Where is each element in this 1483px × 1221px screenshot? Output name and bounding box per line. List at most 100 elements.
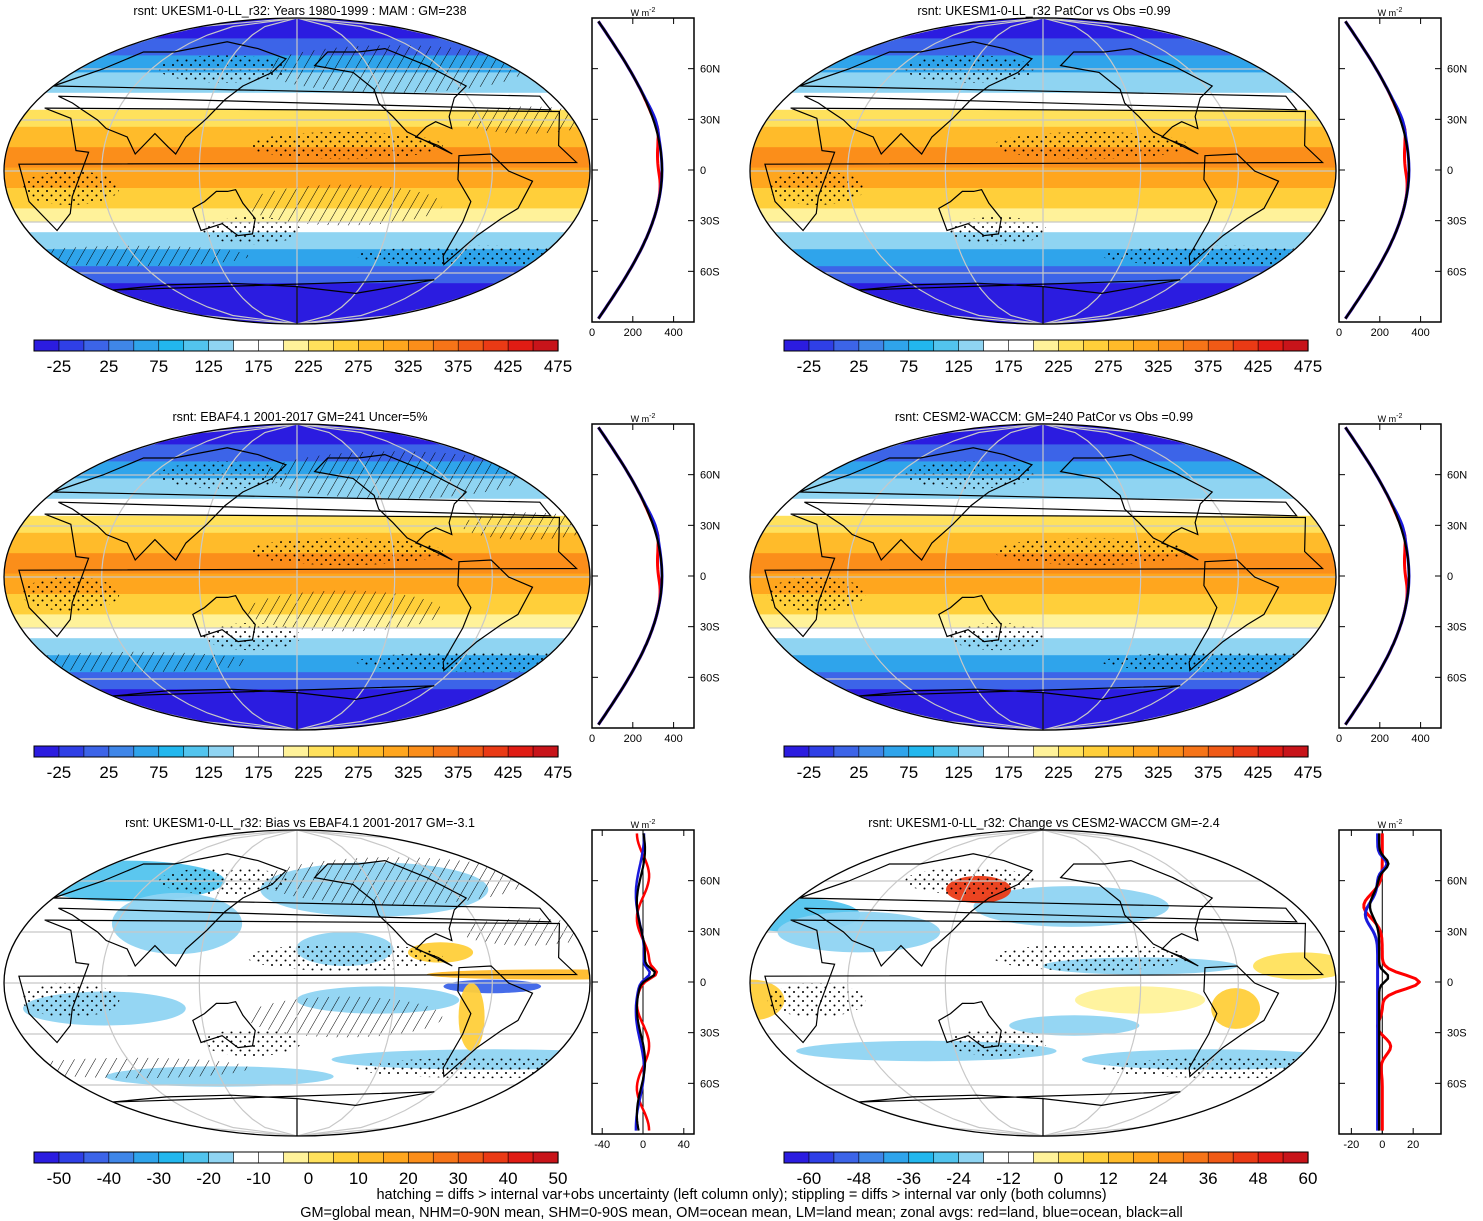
colorbar-swatch (933, 745, 960, 758)
stippling (1102, 651, 1336, 673)
map-panel-6 (749, 829, 1337, 1137)
colorbar-swatch (783, 1151, 810, 1164)
colorbar-swatch (858, 1151, 885, 1164)
coastline (858, 685, 1181, 730)
lat-tick-label: 60S (1447, 1078, 1467, 1090)
x-tick-label: 200 (1371, 327, 1389, 339)
field-anomaly (458, 983, 485, 1051)
colorbar-swatch (158, 745, 185, 758)
graticule-meridian (944, 829, 1044, 1137)
stippling (356, 245, 590, 267)
lat-tick-label: 30S (1447, 1028, 1467, 1040)
colorbar-label: 375 (444, 357, 472, 376)
colorbar-swatch (333, 745, 359, 758)
colorbar-swatch (407, 745, 434, 758)
colorbar-label: -30 (146, 1169, 171, 1188)
zonal-frame (591, 423, 695, 729)
stippling (993, 537, 1189, 566)
colorbar-label: 425 (494, 357, 522, 376)
colorbar-swatch (783, 745, 810, 758)
colorbar-swatch (333, 339, 359, 352)
colorbar-swatch (833, 1151, 860, 1164)
unit-exponent: -2 (649, 413, 655, 420)
colorbar-swatch (407, 339, 434, 352)
zonal-curve (1344, 426, 1409, 726)
colorbar-label: 425 (1244, 763, 1272, 782)
colorbar-label: 325 (1144, 357, 1172, 376)
colorbar-swatch (808, 339, 835, 352)
colorbar-swatch (1207, 339, 1234, 352)
zonal-curve (1344, 20, 1409, 320)
colorbar-swatch (1257, 1151, 1284, 1164)
map-panel-1 (3, 17, 591, 325)
colorbar-swatch (908, 1151, 935, 1164)
colorbar-label: 12 (1099, 1169, 1118, 1188)
unit-label: W m-2 (631, 7, 656, 18)
colorbar-label: -25 (47, 357, 72, 376)
lat-tick-label: 60N (1447, 876, 1467, 888)
colorbar-swatch (933, 1151, 960, 1164)
colorbar-2: -25 25 75 125 175 225 275 325 375 425 475 (783, 339, 1322, 376)
hatching (246, 996, 443, 1038)
panel-title-2: rsnt: UKESM1-0-LL_r32 PatCor vs Obs =0.9… (917, 4, 1171, 18)
colorbar-label: -20 (196, 1169, 221, 1188)
colorbar-swatch (133, 745, 160, 758)
colorbar-swatch (1083, 339, 1109, 352)
x-tick-label: -20 (1343, 1139, 1359, 1151)
colorbar-swatch (532, 339, 559, 352)
colorbar-swatch (482, 339, 509, 352)
zonal-panel-4: 60N 30N 0 30S 60S 0 200 400 W m-2 (1336, 413, 1467, 745)
colorbar-label: 375 (1194, 763, 1222, 782)
colorbar-label: 40 (499, 1169, 518, 1188)
colorbar-label: 75 (899, 763, 918, 782)
zonal-panel-5: 60N 30N 0 30S 60S -40 0 40 W m-2 (591, 819, 720, 1151)
colorbar-swatch (208, 745, 235, 758)
zonal-frame (1338, 423, 1442, 729)
unit-label: W m-2 (1378, 7, 1403, 18)
lat-tick-label: 30N (1447, 520, 1467, 532)
coastline (18, 919, 579, 1044)
graticule-meridian (1042, 423, 1239, 731)
coastline (1059, 859, 1214, 967)
stippling (356, 1057, 590, 1079)
colorbar-swatch (58, 339, 85, 352)
colorbar-swatch (432, 745, 459, 758)
colorbar-label: 425 (494, 763, 522, 782)
field-anomaly (111, 892, 243, 955)
map-panel-2 (749, 17, 1337, 325)
lat-tick-label: 30S (700, 622, 720, 634)
colorbar-label: 24 (1149, 1169, 1168, 1188)
stippling (203, 216, 301, 245)
colorbar-swatch (933, 339, 960, 352)
colorbar-swatch (1083, 745, 1109, 758)
colorbar-swatch (33, 339, 60, 352)
colorbar-swatch (83, 1151, 110, 1164)
stippling (21, 983, 120, 1017)
stippling (1102, 1057, 1336, 1079)
colorbar-label: -25 (47, 763, 72, 782)
colorbar-swatch (233, 339, 260, 352)
colorbar-label: 0 (1054, 1169, 1063, 1188)
colorbar-swatch (883, 1151, 910, 1164)
stippling (203, 622, 301, 651)
zonal-panel-2: 60N 30N 0 30S 60S 0 200 400 W m-2 (1336, 7, 1467, 339)
colorbar-swatch (283, 745, 310, 758)
colorbar-swatch (1033, 1151, 1060, 1164)
coastline (192, 1001, 256, 1049)
x-tick-label: 0 (640, 1139, 646, 1151)
unit-exponent: -2 (649, 7, 655, 14)
colorbar-swatch (1133, 339, 1159, 352)
colorbar-swatch (1257, 745, 1284, 758)
colorbar-swatch (58, 1151, 85, 1164)
colorbar-label: 36 (1199, 1169, 1218, 1188)
coastline (938, 189, 1002, 237)
graticule-meridian (1042, 17, 1239, 325)
coastline (18, 513, 579, 638)
colorbar-label: 225 (294, 763, 322, 782)
coastline (442, 965, 534, 1078)
colorbar-swatch (383, 1151, 409, 1164)
colorbar-4: -25 25 75 125 175 225 275 325 375 425 475 (783, 745, 1322, 782)
footer-line-2: GM=global mean, NHM=0-90N mean, SHM=0-90… (300, 1205, 1183, 1221)
colorbar-swatch (958, 339, 985, 352)
colorbar-swatch (1282, 1151, 1309, 1164)
